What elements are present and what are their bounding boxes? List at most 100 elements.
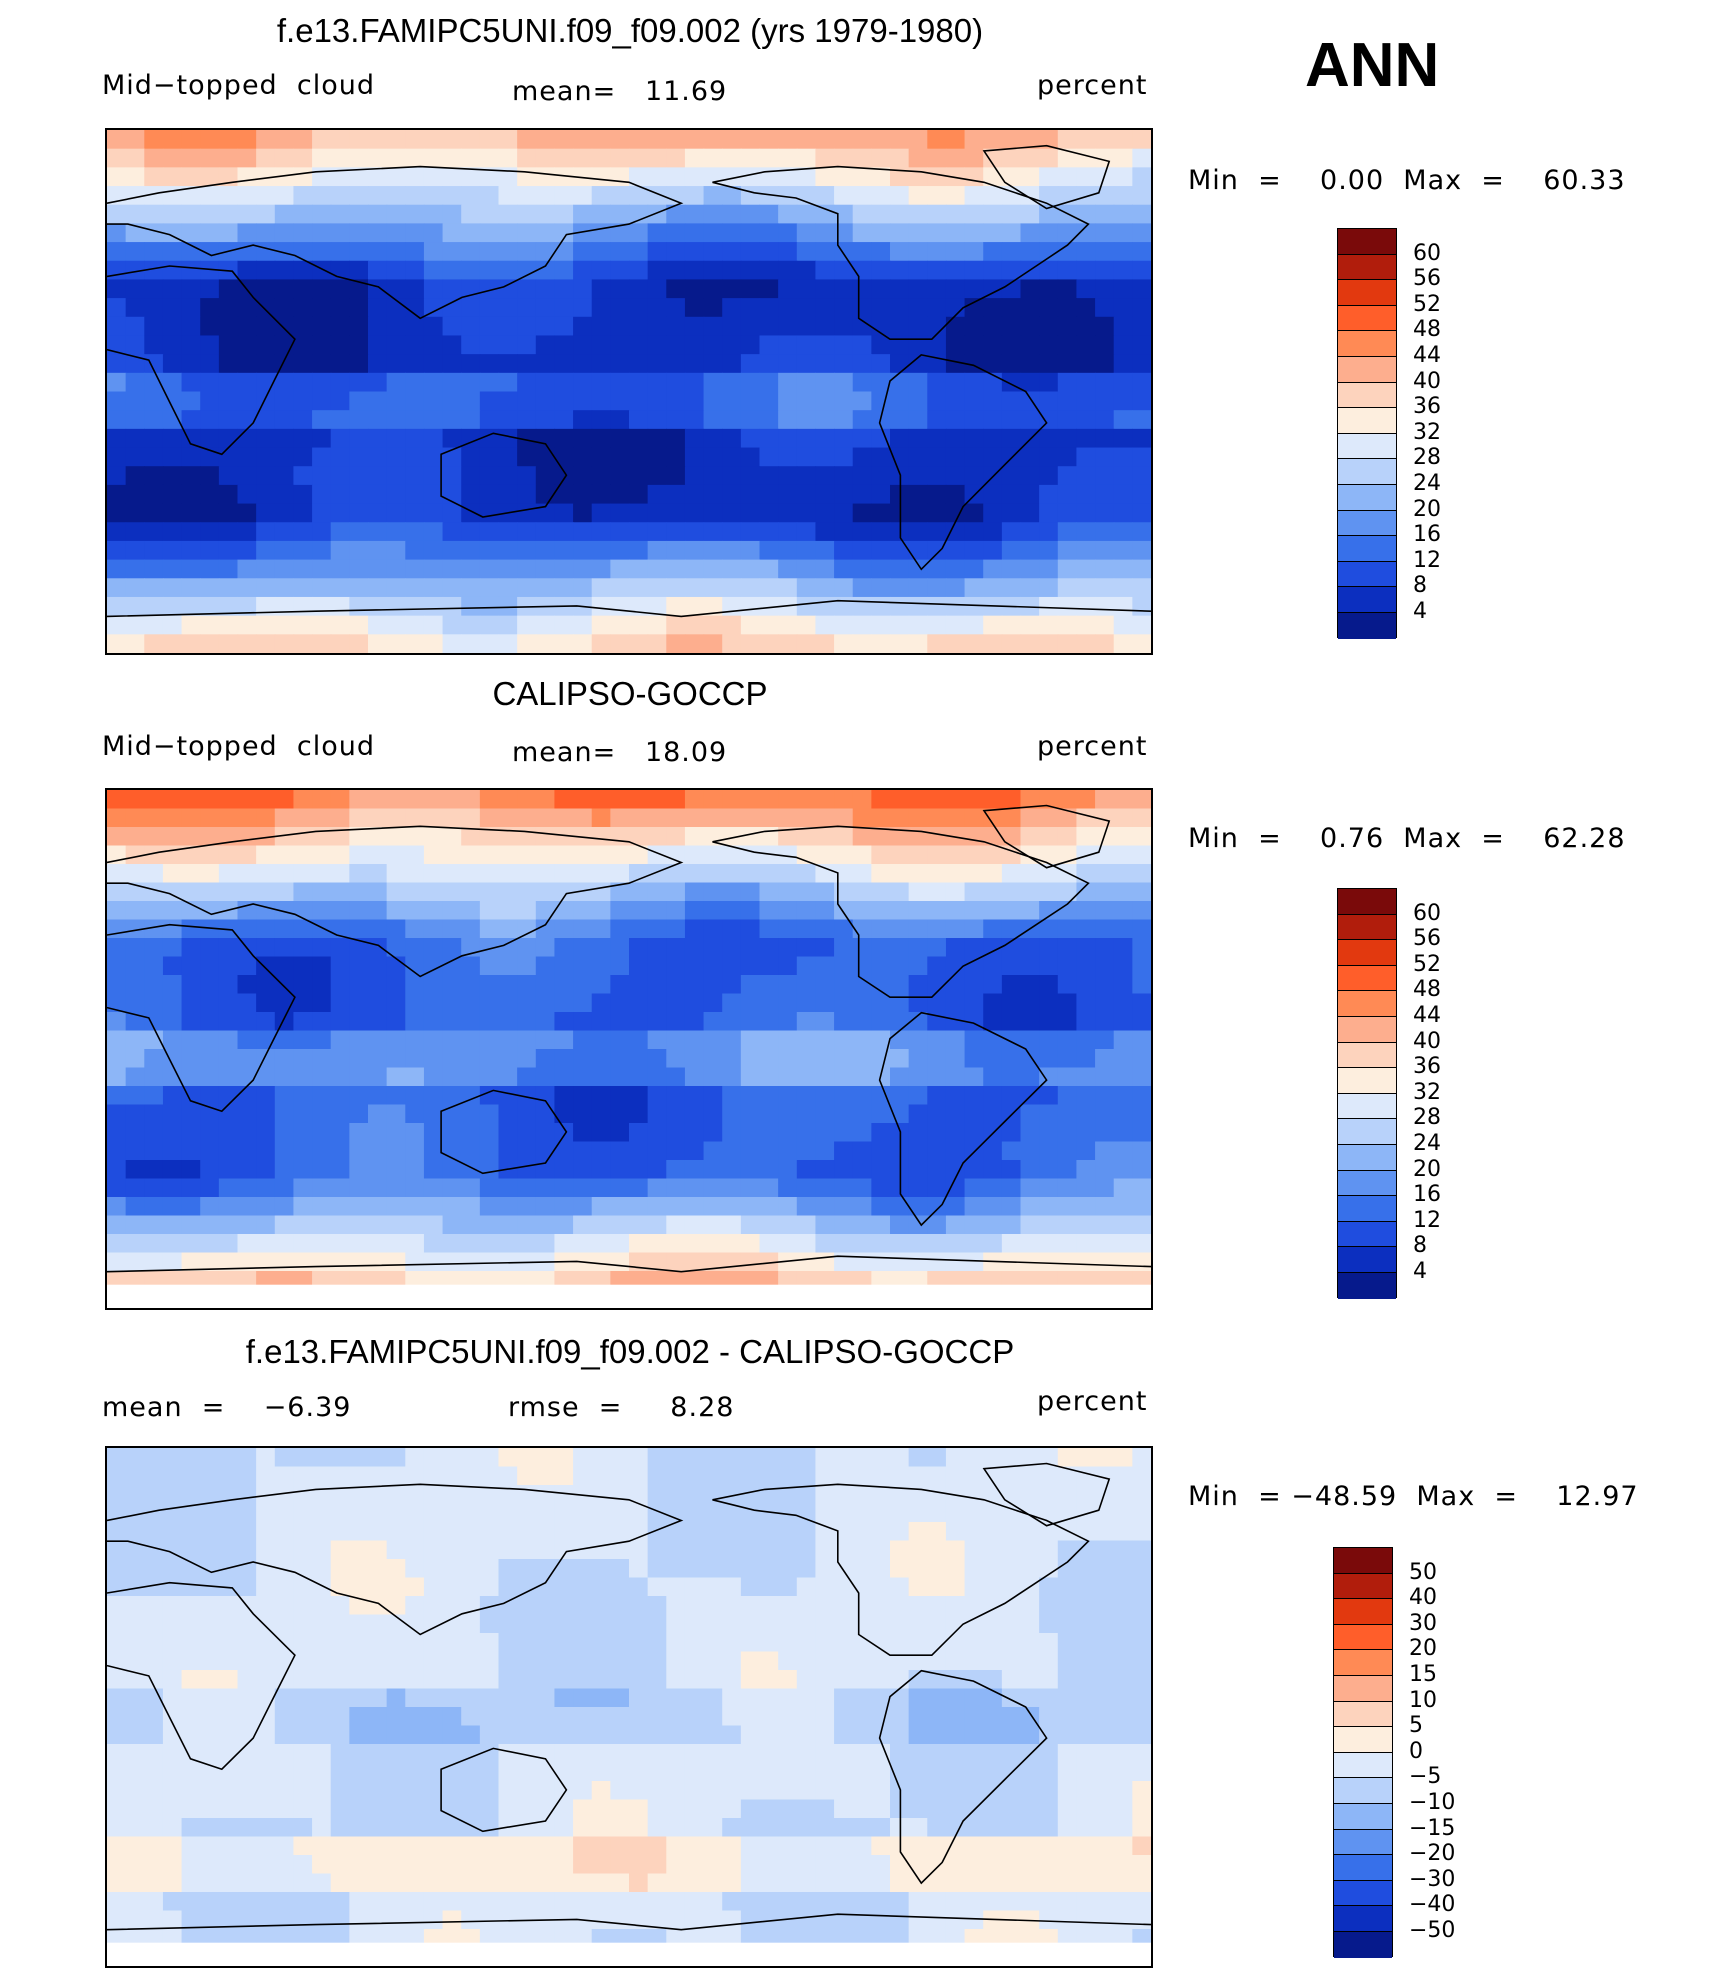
field-cell — [162, 1725, 183, 1745]
panel-2-units-label: percent — [1037, 731, 1148, 762]
field-cell — [908, 1651, 928, 1671]
field-cell — [834, 1049, 854, 1069]
field-cell — [144, 993, 164, 1013]
field-cell — [815, 634, 835, 653]
field-cell — [1076, 466, 1096, 486]
field-cell — [1076, 391, 1096, 411]
field-cell — [927, 1160, 947, 1180]
field-cell — [759, 615, 779, 635]
field-cell — [871, 167, 891, 187]
field-cell — [144, 578, 164, 598]
field-cell — [368, 938, 388, 958]
field-cell — [125, 1160, 145, 1180]
field-cell — [405, 1123, 425, 1143]
field-cell — [479, 1252, 500, 1272]
field-cell — [610, 428, 630, 449]
field-cell — [200, 1012, 220, 1032]
field-cell — [144, 1596, 164, 1616]
field-cell — [1001, 540, 1022, 561]
field-cell — [218, 1104, 239, 1124]
field-cell — [368, 335, 388, 355]
field-cell — [442, 993, 462, 1013]
field-cell — [666, 1855, 686, 1875]
field-cell — [237, 1234, 257, 1254]
field-cell — [927, 298, 947, 318]
field-cell — [107, 827, 127, 847]
field-cell — [591, 1596, 611, 1616]
field-cell — [144, 316, 164, 337]
field-cell — [610, 1141, 630, 1161]
field-cell — [162, 130, 183, 150]
field-cell — [815, 167, 835, 187]
field-cell — [722, 1651, 742, 1671]
field-cell — [759, 148, 779, 168]
field-cell — [368, 1614, 388, 1634]
field-cell — [1076, 845, 1096, 865]
field-cell — [890, 1707, 910, 1727]
field-cell — [349, 410, 369, 430]
field-cell — [386, 596, 406, 617]
field-cell — [647, 354, 667, 374]
field-cell — [647, 1633, 667, 1653]
field-cell — [1132, 1215, 1151, 1235]
field-cell — [703, 1633, 723, 1653]
field-cell — [834, 1577, 854, 1597]
field-cell — [964, 864, 984, 884]
field-cell — [703, 130, 723, 150]
field-cell — [218, 634, 239, 653]
colorbar-tick-label: 4 — [1413, 1259, 1427, 1284]
field-cell — [218, 148, 239, 168]
field-cell — [1113, 335, 1133, 355]
field-cell — [423, 298, 444, 318]
field-cell — [498, 1466, 518, 1486]
field-cell — [498, 1614, 518, 1634]
field-cell — [479, 1197, 500, 1217]
field-cell — [517, 1466, 537, 1486]
field-cell — [405, 1596, 425, 1616]
field-cell — [125, 354, 145, 374]
field-cell — [964, 1892, 984, 1912]
field-cell — [890, 167, 910, 187]
field-cell — [1001, 1892, 1022, 1912]
field-cell — [218, 1910, 239, 1930]
field-cell — [312, 1873, 332, 1893]
field-cell — [293, 919, 313, 939]
field-cell — [1076, 864, 1096, 884]
field-cell — [1020, 901, 1040, 921]
colorbar-swatch — [1334, 1727, 1392, 1753]
colorbar-swatch — [1338, 254, 1396, 281]
field-cell — [107, 1522, 127, 1542]
field-cell — [517, 447, 537, 467]
field-cell — [759, 1873, 779, 1893]
field-cell — [796, 130, 817, 150]
field-cell — [1039, 447, 1059, 467]
field-cell — [666, 167, 686, 187]
field-cell — [647, 1670, 667, 1690]
field-cell — [107, 1234, 127, 1254]
field-cell — [666, 1744, 686, 1764]
colorbar-swatch — [1338, 991, 1396, 1017]
field-cell — [871, 956, 891, 976]
field-cell — [684, 223, 705, 243]
field-cell — [815, 148, 835, 168]
field-cell — [349, 1781, 369, 1801]
field-cell — [740, 1670, 761, 1690]
field-cell — [423, 223, 444, 243]
field-cell — [722, 1855, 742, 1875]
field-cell — [684, 634, 705, 653]
field-cell — [442, 596, 462, 617]
field-cell — [759, 1651, 779, 1671]
field-cell — [312, 428, 332, 449]
field-cell — [535, 1818, 556, 1838]
field-cell — [312, 1781, 332, 1801]
field-cell — [908, 1818, 928, 1838]
field-cell — [666, 1234, 686, 1254]
field-cell — [386, 335, 406, 355]
field-cell — [330, 1141, 350, 1161]
field-cell — [442, 167, 462, 187]
field-cell — [200, 1178, 220, 1198]
field-cell — [237, 559, 257, 579]
field-cell — [442, 298, 462, 318]
field-cell — [554, 956, 574, 976]
field-cell — [945, 1234, 966, 1254]
